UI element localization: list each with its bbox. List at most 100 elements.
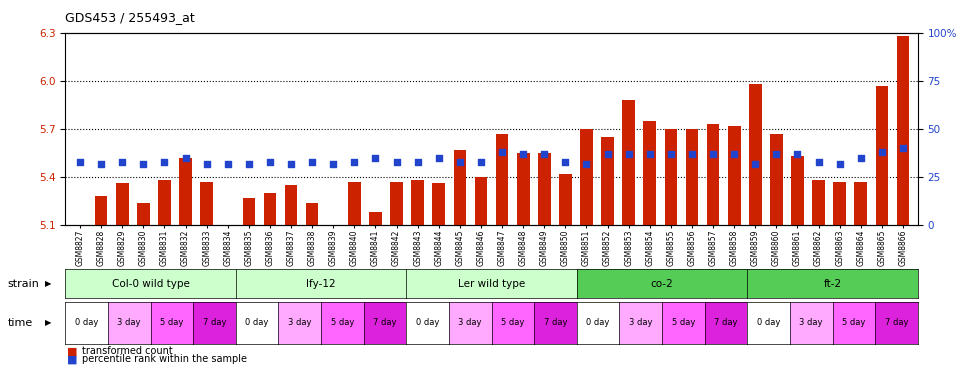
Text: 0 day: 0 day: [75, 318, 98, 328]
Bar: [812, 180, 825, 225]
Text: transformed count: transformed count: [82, 346, 173, 356]
Text: Col-0 wild type: Col-0 wild type: [111, 279, 189, 289]
Text: 7 day: 7 day: [203, 318, 227, 328]
Text: 7 day: 7 day: [885, 318, 908, 328]
Text: co-2: co-2: [651, 279, 673, 289]
Text: 7 day: 7 day: [373, 318, 396, 328]
Point: [537, 151, 552, 157]
Point: [494, 149, 510, 155]
Point: [347, 159, 362, 165]
Point: [368, 155, 383, 161]
Point: [811, 159, 827, 165]
Point: [178, 155, 193, 161]
Text: 7 day: 7 day: [714, 318, 737, 328]
Text: Ler wild type: Ler wild type: [458, 279, 525, 289]
Text: 3 day: 3 day: [629, 318, 653, 328]
Text: 3 day: 3 day: [288, 318, 311, 328]
Point: [579, 161, 594, 167]
Text: lfy-12: lfy-12: [306, 279, 336, 289]
Bar: [137, 203, 150, 225]
Point: [135, 161, 151, 167]
Point: [727, 151, 742, 157]
Bar: [559, 174, 572, 225]
Text: ■: ■: [67, 346, 78, 356]
Bar: [285, 185, 298, 225]
Text: 5 day: 5 day: [672, 318, 695, 328]
Point: [663, 151, 679, 157]
Point: [875, 149, 890, 155]
Point: [684, 151, 700, 157]
Text: ▶: ▶: [45, 318, 51, 328]
Point: [431, 155, 446, 161]
Text: 5 day: 5 day: [330, 318, 354, 328]
Bar: [580, 129, 593, 225]
Text: 7 day: 7 day: [543, 318, 567, 328]
Point: [72, 159, 87, 165]
Point: [790, 151, 805, 157]
Bar: [833, 182, 846, 225]
Bar: [770, 134, 782, 225]
Text: percentile rank within the sample: percentile rank within the sample: [82, 354, 247, 365]
Point: [389, 159, 404, 165]
Text: 5 day: 5 day: [501, 318, 524, 328]
Text: 3 day: 3 day: [459, 318, 482, 328]
Bar: [516, 153, 530, 225]
Bar: [201, 182, 213, 225]
Bar: [390, 182, 403, 225]
Bar: [453, 150, 467, 225]
Text: ■: ■: [67, 354, 78, 365]
Bar: [264, 193, 276, 225]
Point: [748, 161, 763, 167]
Bar: [348, 182, 361, 225]
Point: [832, 161, 848, 167]
Point: [896, 145, 911, 151]
Bar: [370, 212, 382, 225]
Bar: [243, 198, 255, 225]
Point: [199, 161, 214, 167]
Point: [325, 161, 341, 167]
Point: [642, 151, 658, 157]
Bar: [622, 100, 635, 225]
Bar: [643, 121, 656, 225]
Bar: [180, 158, 192, 225]
Bar: [538, 153, 551, 225]
Text: GDS453 / 255493_at: GDS453 / 255493_at: [65, 11, 195, 24]
Point: [114, 159, 130, 165]
Point: [241, 161, 256, 167]
Bar: [854, 182, 867, 225]
Bar: [664, 129, 677, 225]
Point: [93, 161, 108, 167]
Bar: [474, 177, 488, 225]
Point: [558, 159, 573, 165]
Text: time: time: [8, 318, 33, 328]
Bar: [876, 86, 888, 225]
Bar: [791, 156, 804, 225]
Text: 5 day: 5 day: [842, 318, 866, 328]
Point: [473, 159, 489, 165]
Text: 3 day: 3 day: [117, 318, 141, 328]
Point: [410, 159, 425, 165]
Point: [156, 159, 172, 165]
Point: [600, 151, 615, 157]
Bar: [495, 134, 509, 225]
Point: [769, 151, 784, 157]
Point: [516, 151, 531, 157]
Point: [304, 159, 320, 165]
Point: [283, 161, 299, 167]
Text: 0 day: 0 day: [416, 318, 440, 328]
Bar: [306, 203, 319, 225]
Bar: [601, 137, 613, 225]
Bar: [897, 36, 909, 225]
Bar: [432, 183, 445, 225]
Bar: [95, 196, 108, 225]
Point: [452, 159, 468, 165]
Point: [853, 155, 869, 161]
Bar: [158, 180, 171, 225]
Text: 5 day: 5 day: [160, 318, 183, 328]
Bar: [749, 84, 761, 225]
Text: ft-2: ft-2: [824, 279, 842, 289]
Text: 0 day: 0 day: [587, 318, 610, 328]
Bar: [685, 129, 698, 225]
Bar: [728, 126, 740, 225]
Text: 0 day: 0 day: [756, 318, 780, 328]
